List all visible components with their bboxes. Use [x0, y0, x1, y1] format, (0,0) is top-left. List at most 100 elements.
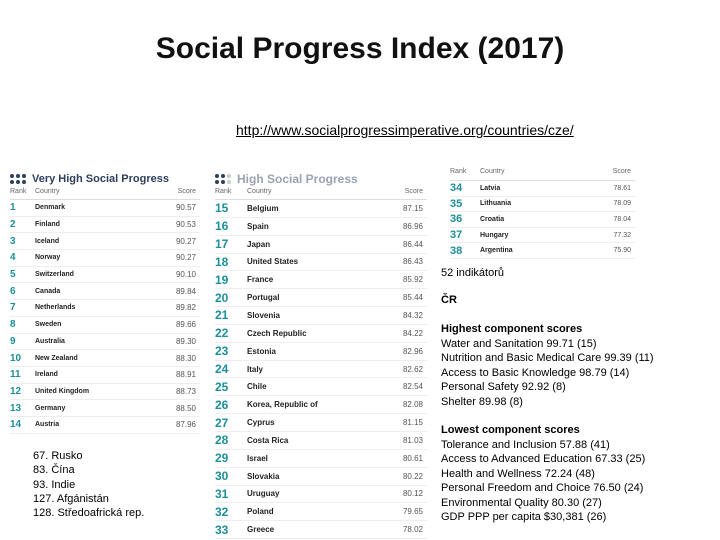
- score-cell: 90.10: [175, 270, 196, 280]
- table-row: 32 Poland 79.65: [215, 503, 427, 522]
- rank-cell: 6: [10, 285, 16, 297]
- very-high-column-header: Rank Country Score: [10, 188, 200, 200]
- score-cell: 80.12: [402, 489, 423, 499]
- rank-cell: 38: [450, 244, 463, 257]
- highest-scores-block: Highest component scores Water and Sanit…: [441, 322, 654, 409]
- country-cell: Portugal: [247, 293, 280, 303]
- rank-cell: 7: [10, 302, 16, 314]
- source-link[interactable]: http://www.socialprogressimperative.org/…: [236, 122, 574, 138]
- text-line: Tolerance and Inclusion 57.88 (41): [441, 438, 610, 451]
- rank-cell: 36: [450, 213, 463, 226]
- country-cell: Sweden: [35, 321, 62, 329]
- rank-cell: 5: [10, 269, 16, 281]
- table-row: 26 Korea, Republic of 82.08: [215, 396, 427, 415]
- score-cell: 78.09: [613, 200, 631, 208]
- score-cell: 82.96: [402, 346, 423, 356]
- table-row: 31 Uruguay 80.12: [215, 486, 427, 504]
- country-cell: Croatia: [480, 215, 505, 223]
- rank-cell: 19: [215, 272, 229, 287]
- country-cell: Ireland: [35, 371, 58, 379]
- table-row: 8 Sweden 89.66: [10, 317, 200, 334]
- rank-cell: 16: [215, 219, 229, 234]
- country-cell: Iceland: [35, 237, 60, 245]
- table-row: 1 Denmark 90.57: [10, 200, 200, 217]
- country-code: ČR: [441, 293, 457, 306]
- country-cell: Lithuania: [480, 200, 512, 208]
- table-row: 30 Slovakia 80.22: [215, 468, 427, 486]
- table-row: 11 Ireland 88.91: [10, 367, 200, 384]
- table-row: 25 Chile 82.54: [215, 378, 427, 397]
- score-cell: 87.15: [402, 203, 423, 213]
- score-cell: 90.27: [175, 236, 196, 246]
- score-cell: 82.62: [402, 364, 423, 374]
- indicators-count: 52 indikátorů: [441, 267, 504, 279]
- country-cell: Norway: [35, 254, 61, 262]
- rank-cell: 20: [215, 290, 229, 305]
- country-cell: Belgium: [247, 203, 279, 213]
- rank-cell: 8: [10, 319, 16, 331]
- very-high-table: Very High Social Progress Rank Country S…: [10, 170, 200, 434]
- lowest-scores-block: Lowest component scores Tolerance and In…: [441, 423, 645, 525]
- score-cell: 85.92: [402, 275, 423, 285]
- tier-dots-icon: [10, 174, 26, 184]
- rank-cell: 33: [215, 522, 229, 537]
- country-cell: Switzerland: [35, 271, 74, 279]
- table-row: 23 Estonia 82.96: [215, 343, 427, 361]
- highest-heading: Highest component scores: [441, 323, 583, 335]
- table-row: 19 France 85.92: [215, 271, 427, 290]
- table-row: 12 United Kingdom 88.73: [10, 384, 200, 401]
- rank-cell: 2: [10, 219, 16, 231]
- text-line: GDP PPP per capita $30,381 (26): [441, 511, 607, 523]
- country-cell: France: [247, 275, 274, 285]
- country-cell: Spain: [247, 221, 269, 231]
- table-row: 14 Austria 87.96: [10, 417, 200, 434]
- text-line: Water and Sanitation 99.71 (15): [441, 337, 597, 350]
- col-rank: Rank: [450, 168, 467, 175]
- table-row: 16 Spain 86.96: [215, 218, 427, 236]
- table-row: 29 Israel 80.61: [215, 450, 427, 468]
- table-row: 2 Finland 90.53: [10, 217, 200, 234]
- score-cell: 84.22: [402, 328, 423, 338]
- table-row: 17 Japan 86.44: [215, 236, 427, 254]
- high-cont-table: Rank Country Score 34 Latvia 78.61 35 Lithua…: [450, 168, 635, 259]
- rank-cell: 21: [215, 308, 229, 323]
- rank-cell: 11: [10, 369, 21, 381]
- text-line: Access to Advanced Education 67.33 (25): [441, 453, 646, 465]
- country-cell: Slovenia: [247, 310, 280, 320]
- rank-cell: 26: [215, 397, 229, 412]
- score-cell: 85.44: [402, 293, 423, 303]
- text-line: 83. Čína: [33, 464, 75, 477]
- table-row: 38 Argentina 75.90: [450, 243, 635, 259]
- country-cell: Estonia: [247, 346, 276, 356]
- country-cell: Denmark: [35, 204, 65, 212]
- country-cell: Finland: [35, 221, 60, 229]
- country-cell: Korea, Republic of: [247, 400, 318, 410]
- score-cell: 88.30: [175, 353, 196, 363]
- table-row: 28 Costa Rica 81.03: [215, 432, 427, 450]
- lowest-heading: Lowest component scores: [441, 424, 580, 436]
- col-country: Country: [35, 188, 60, 195]
- score-cell: 88.91: [175, 370, 196, 380]
- text-line: Health and Wellness 72.24 (48): [441, 467, 595, 480]
- rank-cell: 9: [10, 335, 16, 347]
- score-cell: 75.90: [613, 247, 631, 255]
- rank-cell: 14: [10, 419, 22, 431]
- high-column-header: Rank Country Score: [215, 188, 427, 200]
- table-row: 24 Italy 82.62: [215, 361, 427, 379]
- table-row: 4 Norway 90.27: [10, 250, 200, 267]
- table-row: 18 United States 86.43: [215, 254, 427, 272]
- score-cell: 78.61: [613, 184, 631, 192]
- country-cell: Argentina: [480, 247, 513, 255]
- text-line: 93. Indie: [33, 478, 76, 491]
- score-cell: 86.43: [402, 257, 423, 267]
- score-cell: 80.61: [402, 453, 423, 463]
- score-cell: 78.02: [402, 525, 423, 535]
- country-cell: United Kingdom: [35, 387, 90, 395]
- score-cell: 84.32: [402, 310, 423, 320]
- score-cell: 79.65: [402, 507, 423, 517]
- col-country: Country: [247, 188, 272, 195]
- text-line: Shelter 89.98 (8): [441, 395, 523, 408]
- table-row: 13 Germany 88.50: [10, 400, 200, 417]
- text-line: Personal Safety 92.92 (8): [441, 381, 566, 393]
- text-line: 128. Středoafrická rep.: [33, 507, 145, 520]
